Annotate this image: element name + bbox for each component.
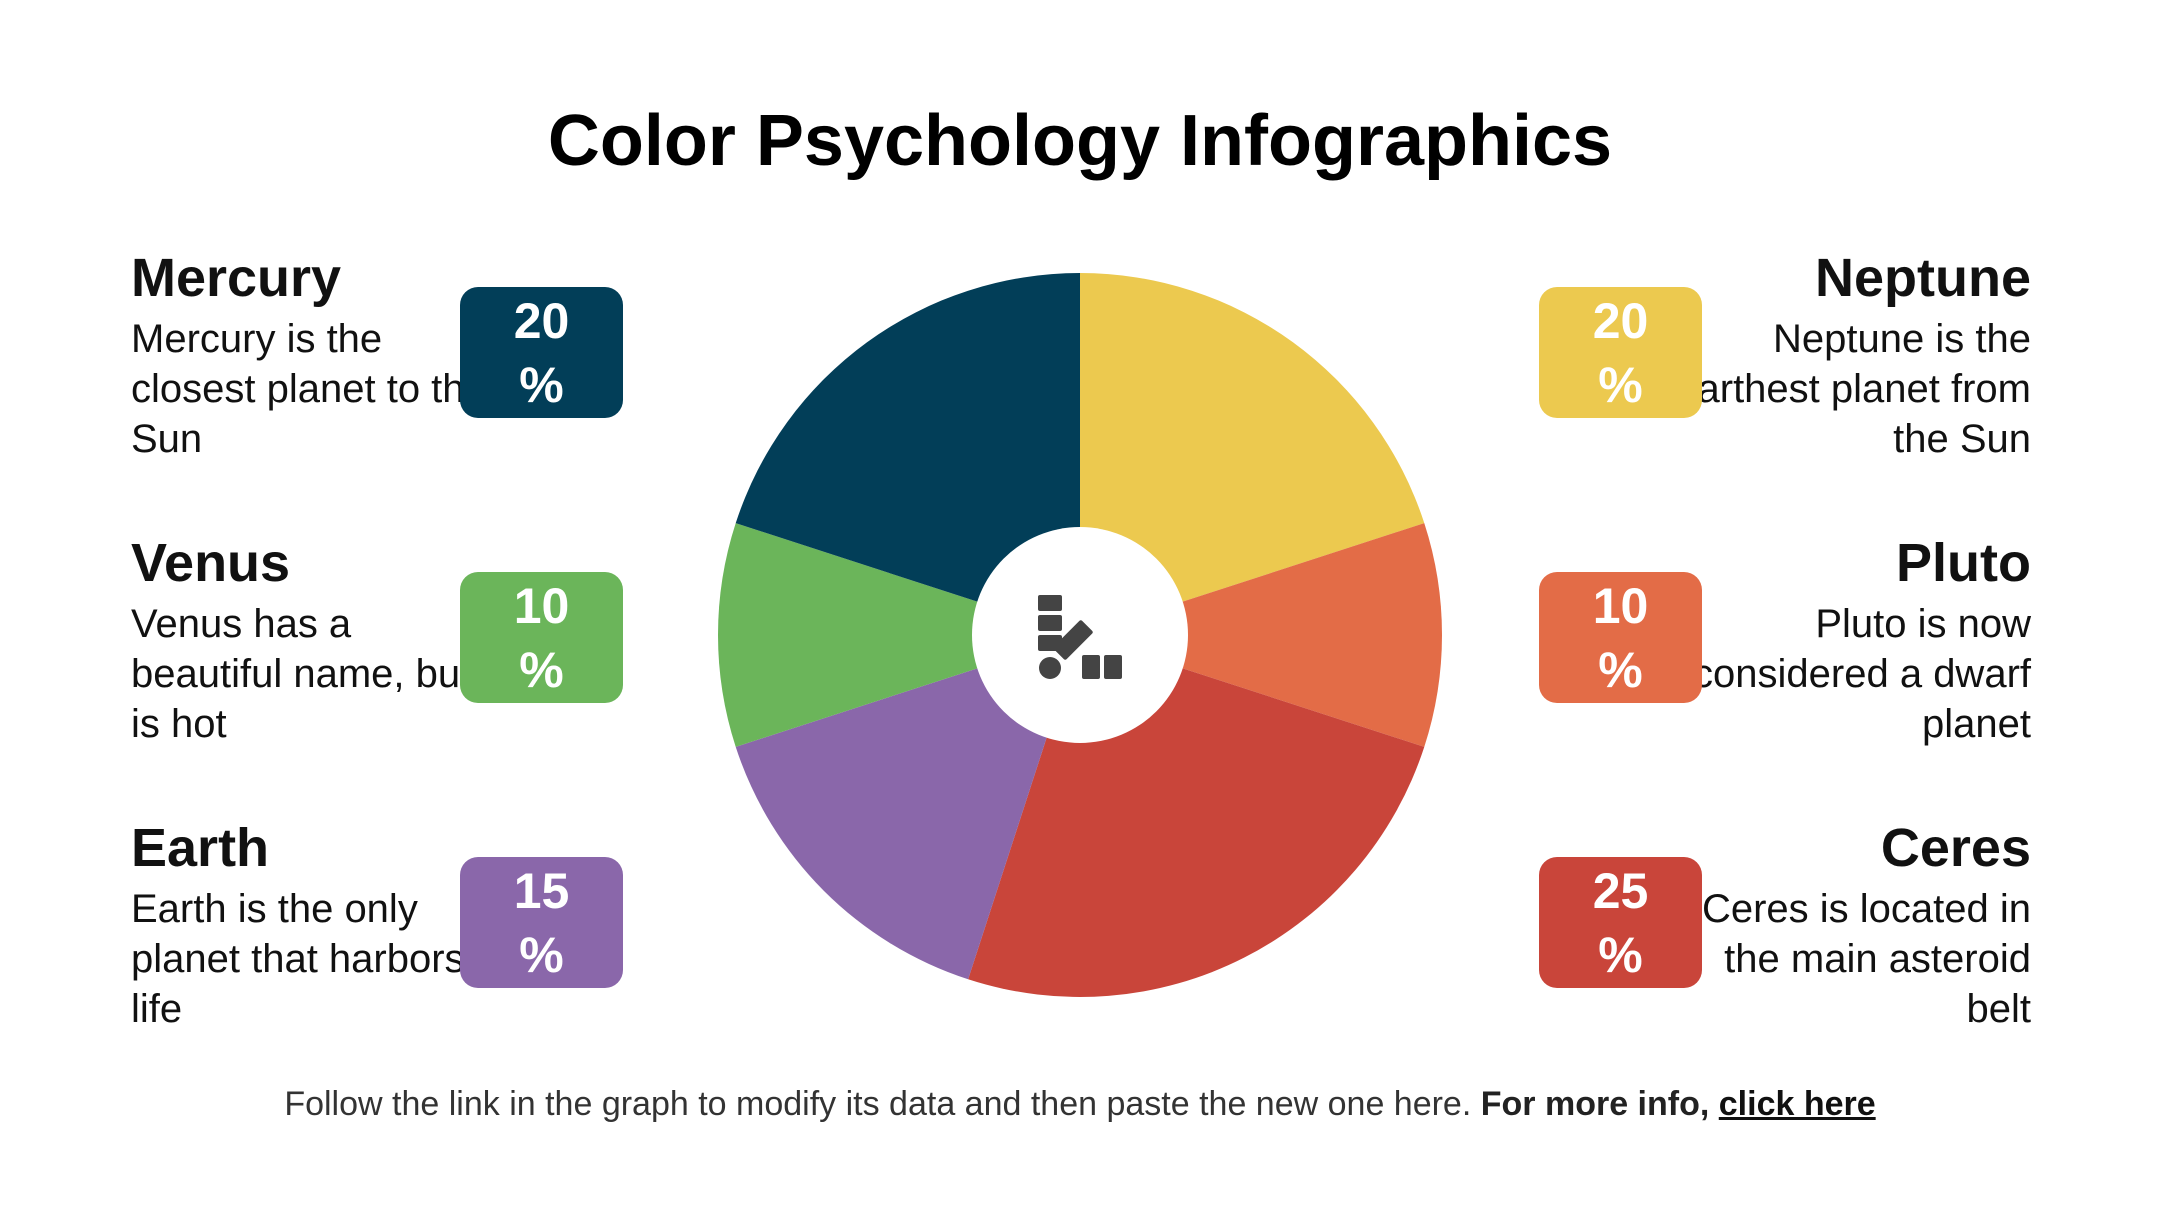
legend-item: Venus Venus has a beautiful name, but is … [131, 533, 491, 749]
category-name: Pluto [1896, 533, 2031, 593]
legend-item: Ceres Ceres is located in the main astero… [1671, 818, 2031, 1034]
category-name: Mercury [131, 248, 342, 308]
category-name: Neptune [1815, 248, 2031, 308]
palette-icon [1038, 595, 1122, 679]
category-description: Pluto is now considered a dwarf planet [1693, 602, 2031, 746]
value-badge: 10 % [1539, 572, 1702, 703]
legend-item: Mercury Mercury is the closest planet to … [131, 248, 491, 464]
value-badge: 15 % [460, 857, 623, 988]
footer-link[interactable]: click here [1718, 1085, 1876, 1123]
category-name: Ceres [1880, 818, 2031, 878]
category-name: Earth [131, 818, 270, 878]
pie-slice [1080, 273, 1425, 635]
legend-item: Pluto Pluto is now considered a dwarf pla… [1671, 533, 2031, 749]
pie-slice [718, 523, 1080, 747]
value-badge: 25 % [1539, 857, 1702, 988]
category-description: Venus has a beautiful name, but is hot [131, 602, 472, 746]
footer-bold: For more info, [1480, 1085, 1710, 1123]
value-badge: 20 % [1539, 287, 1702, 418]
category-description: Neptune is the farthest planet from the … [1686, 317, 2031, 461]
value-badge: 10 % [460, 572, 623, 703]
legend-item: Neptune Neptune is the farthest planet fr… [1671, 248, 2031, 464]
legend-item: Earth Earth is the only planet that harbo… [131, 818, 491, 1034]
value-badge: 20 % [460, 287, 623, 418]
footer-text: Follow the link in the graph to modify i… [284, 1085, 1472, 1123]
category-description: Ceres is located in the main asteroid be… [1701, 887, 2031, 1031]
pie-slice [1080, 523, 1443, 747]
category-name: Venus [131, 533, 291, 593]
pie-slice [735, 635, 1080, 980]
slices [718, 273, 1443, 997]
category-description: Earth is the only planet that harbors li… [131, 887, 465, 1031]
category-description: Mercury is the closest planet to the Sun [131, 317, 487, 461]
title: Color Psychology Infographics [547, 101, 1613, 181]
footer: Follow the link in the graph to modify i… [0, 1085, 2160, 1124]
pie-slice [735, 273, 1080, 635]
